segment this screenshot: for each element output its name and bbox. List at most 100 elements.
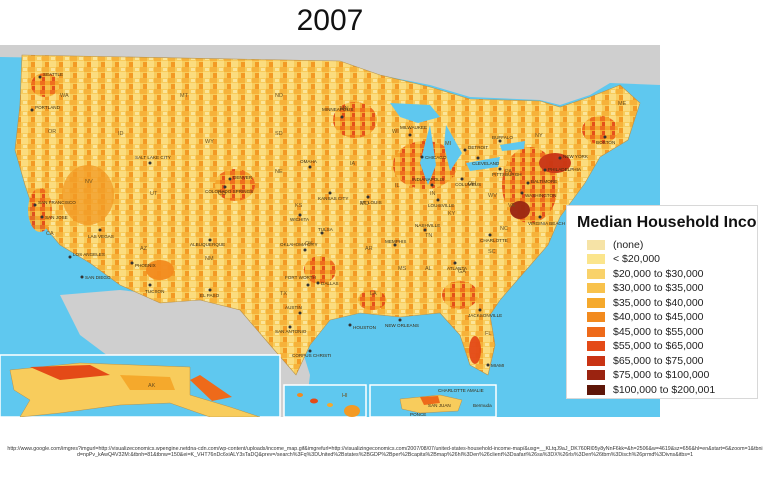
great-lakes <box>390 103 525 185</box>
map-legend: Median Household Income (none) < $20,000 $… <box>566 205 758 399</box>
svg-text:OH: OH <box>468 181 476 187</box>
svg-text:NC: NC <box>500 226 508 232</box>
legend-item: $45,000 to $55,000 <box>587 325 704 338</box>
svg-text:BOSTON: BOSTON <box>596 140 615 145</box>
svg-text:NV: NV <box>85 179 93 185</box>
svg-text:SAN FRANCISCO: SAN FRANCISCO <box>38 200 76 205</box>
svg-text:BUFFALO: BUFFALO <box>492 135 513 140</box>
svg-text:JACKSONVILLE: JACKSONVILLE <box>468 313 502 318</box>
svg-text:OK: OK <box>305 241 313 247</box>
legend-label: $35,000 to $40,000 <box>613 296 704 309</box>
svg-text:CLEVELAND: CLEVELAND <box>472 161 500 166</box>
svg-text:MO: MO <box>360 201 370 207</box>
svg-text:BALTIMORE: BALTIMORE <box>531 179 557 184</box>
legend-swatch <box>587 326 605 337</box>
svg-text:FL: FL <box>485 331 491 337</box>
svg-text:SAN DIEGO: SAN DIEGO <box>85 275 111 280</box>
svg-text:AL: AL <box>425 266 432 272</box>
svg-text:INDIANAPOLIS: INDIANAPOLIS <box>412 177 444 182</box>
svg-text:TN: TN <box>425 233 432 239</box>
legend-label: $100,000 to $200,001 <box>613 383 716 396</box>
legend-label: $20,000 to $30,000 <box>613 267 704 280</box>
svg-text:NY: NY <box>535 133 543 139</box>
svg-text:IL: IL <box>395 183 400 189</box>
svg-text:NEW YORK: NEW YORK <box>563 154 589 159</box>
svg-text:SD: SD <box>275 131 283 137</box>
svg-text:PORTLAND: PORTLAND <box>35 105 61 110</box>
legend-title: Median Household Income <box>577 214 757 231</box>
legend-item: $30,000 to $35,000 <box>587 282 704 295</box>
legend-label: (none) <box>613 238 644 251</box>
state-labels: WA OR CA NV ID MT WY UT AZ NM CO ND SD N… <box>46 93 627 337</box>
legend-swatch <box>587 283 605 293</box>
legend-swatch <box>587 355 605 366</box>
svg-text:AUSTIN: AUSTIN <box>285 305 302 310</box>
legend-item: (none) <box>587 238 643 251</box>
svg-text:MN: MN <box>340 106 349 112</box>
legend-swatch <box>587 312 605 322</box>
svg-text:UT: UT <box>150 191 158 197</box>
slide-title: 2007 <box>296 4 364 37</box>
income-map: WA OR CA NV ID MT WY UT AZ NM CO ND SD N… <box>0 45 660 417</box>
map-credit: © 2009 SocialExplorer.com <box>691 407 752 413</box>
svg-text:SALT LAKE CITY: SALT LAKE CITY <box>135 155 171 160</box>
svg-text:CHICAGO: CHICAGO <box>425 155 447 160</box>
svg-text:ID: ID <box>118 131 124 137</box>
svg-text:ST. LOUIS: ST. LOUIS <box>360 200 382 205</box>
svg-text:MI: MI <box>445 141 452 147</box>
svg-text:ATLANTA: ATLANTA <box>447 266 468 271</box>
city-markers: SEATTLE PORTLAND SAN FRANCISCO SAN JOSE … <box>30 72 615 368</box>
svg-text:LOS ANGELES: LOS ANGELES <box>73 252 105 257</box>
legend-item: $55,000 to $65,000 <box>587 340 704 353</box>
svg-text:Bermuda: Bermuda <box>473 403 492 408</box>
svg-text:PONCE: PONCE <box>410 412 426 417</box>
svg-text:PHILADELPHIA: PHILADELPHIA <box>548 167 582 172</box>
svg-text:GA: GA <box>458 269 466 275</box>
svg-text:OKLAHOMA CITY: OKLAHOMA CITY <box>280 242 318 247</box>
svg-text:VIRGINIA BEACH: VIRGINIA BEACH <box>528 221 565 226</box>
svg-text:WASHINGTON: WASHINGTON <box>525 193 556 198</box>
svg-text:MIAMI: MIAMI <box>491 363 504 368</box>
svg-text:LOUISVILLE: LOUISVILLE <box>428 203 454 208</box>
source-url: http://www.google.com/imgres?imgurl=http… <box>7 446 763 459</box>
legend-swatch <box>587 239 605 250</box>
svg-text:TX: TX <box>280 291 287 297</box>
svg-text:COLORADO SPRINGS: COLORADO SPRINGS <box>205 189 253 194</box>
legend-swatch <box>587 370 605 380</box>
legend-swatch <box>587 341 605 351</box>
legend-swatch <box>587 297 605 308</box>
svg-text:PITTSBURGH: PITTSBURGH <box>492 172 522 177</box>
svg-text:PHOENIX: PHOENIX <box>135 263 156 268</box>
legend-item: $65,000 to $75,000 <box>587 354 704 367</box>
svg-text:CORPUS CHRISTI: CORPUS CHRISTI <box>292 353 331 358</box>
svg-text:CO: CO <box>218 191 227 197</box>
svg-text:MINNEAPOLIS: MINNEAPOLIS <box>322 107 353 112</box>
svg-text:WICHITA: WICHITA <box>290 217 310 222</box>
svg-text:HOUSTON: HOUSTON <box>353 325 376 330</box>
svg-text:CHARLOTTE AMALIE: CHARLOTTE AMALIE <box>438 388 484 393</box>
income-hotspots <box>28 73 618 364</box>
canada-land <box>0 45 660 105</box>
svg-text:IA: IA <box>350 161 356 167</box>
legend-label: $45,000 to $55,000 <box>613 325 704 338</box>
legend-swatch <box>587 268 605 279</box>
legend-item: $20,000 to $30,000 <box>587 267 704 280</box>
svg-text:DENVER: DENVER <box>233 175 253 180</box>
us-contiguous <box>14 54 641 376</box>
svg-text:MILWAUKEE: MILWAUKEE <box>400 125 427 130</box>
svg-text:NASHVILLE: NASHVILLE <box>415 223 440 228</box>
svg-text:OMAHA: OMAHA <box>300 159 318 164</box>
legend-label: $40,000 to $45,000 <box>613 311 704 323</box>
svg-text:NM: NM <box>205 256 214 262</box>
svg-text:MT: MT <box>180 93 189 99</box>
legend-item: < $20,000 <box>587 253 660 266</box>
svg-text:SAN JUAN: SAN JUAN <box>428 403 451 408</box>
legend-item: $75,000 to $100,000 <box>587 369 709 382</box>
svg-text:NE: NE <box>275 169 283 175</box>
svg-text:VA: VA <box>508 203 515 209</box>
hawaii-inset: HI <box>283 384 367 417</box>
svg-text:WA: WA <box>60 93 69 99</box>
svg-text:PA: PA <box>505 169 512 175</box>
svg-text:CA: CA <box>46 231 54 237</box>
svg-text:LAS VEGAS: LAS VEGAS <box>88 234 114 239</box>
